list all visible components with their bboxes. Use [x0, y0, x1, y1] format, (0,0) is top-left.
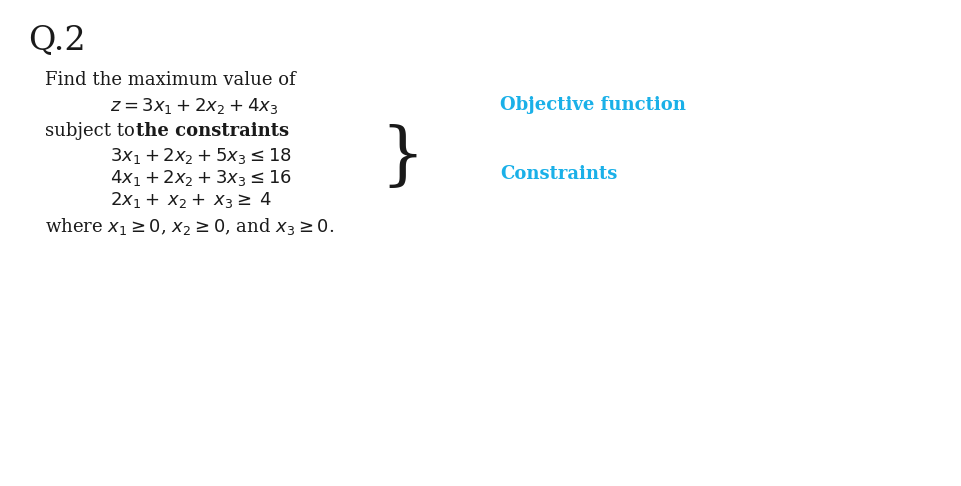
Text: $3x_1 + 2x_2 + 5x_3 \leq 18$: $3x_1 + 2x_2 + 5x_3 \leq 18$ [110, 146, 291, 166]
Text: where $x_1 \geq 0$, $x_2 \geq 0$, and $x_3 \geq 0$.: where $x_1 \geq 0$, $x_2 \geq 0$, and $x… [45, 216, 334, 237]
Text: the constraints: the constraints [136, 122, 289, 140]
Text: Constraints: Constraints [500, 165, 617, 183]
Text: $2x_1 + \; x_2 + \; x_3 \geq \; 4$: $2x_1 + \; x_2 + \; x_3 \geq \; 4$ [110, 190, 272, 210]
Text: }: } [380, 125, 424, 191]
Text: $z = 3x_1 + 2x_2 + 4x_3$: $z = 3x_1 + 2x_2 + 4x_3$ [110, 96, 278, 116]
Text: subject to: subject to [45, 122, 140, 140]
Text: $4x_1 + 2x_2 + 3x_3 \leq 16$: $4x_1 + 2x_2 + 3x_3 \leq 16$ [110, 168, 291, 188]
Text: Objective function: Objective function [500, 96, 685, 114]
Text: Find the maximum value of: Find the maximum value of [45, 71, 295, 89]
Text: Q.2: Q.2 [28, 24, 86, 56]
